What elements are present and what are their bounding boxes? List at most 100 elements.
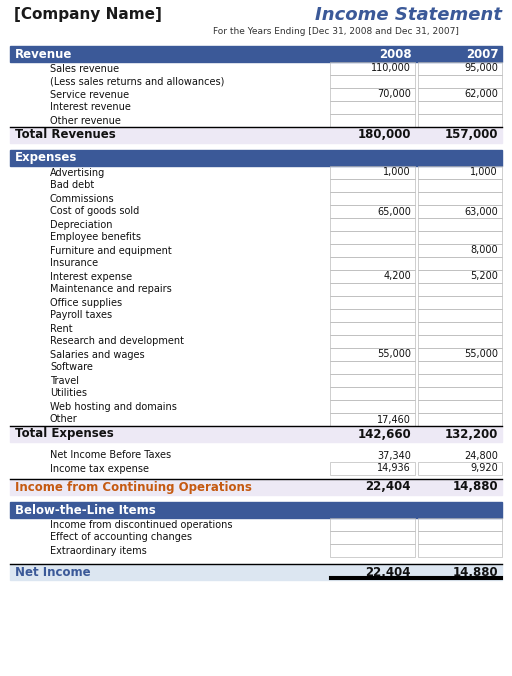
- Text: 14,880: 14,880: [453, 566, 498, 579]
- Bar: [418, 179, 502, 192]
- Text: Travel: Travel: [50, 375, 79, 385]
- Bar: [330, 348, 415, 361]
- Bar: [418, 335, 502, 348]
- Bar: [10, 544, 502, 557]
- Bar: [418, 322, 502, 335]
- Bar: [10, 127, 502, 143]
- Bar: [330, 179, 415, 192]
- Bar: [10, 322, 502, 335]
- Text: Income tax expense: Income tax expense: [50, 464, 149, 473]
- Text: Revenue: Revenue: [15, 47, 72, 60]
- Bar: [10, 335, 502, 348]
- Bar: [418, 192, 502, 205]
- Bar: [10, 166, 502, 179]
- Bar: [418, 88, 502, 101]
- Bar: [330, 231, 415, 244]
- Bar: [10, 62, 502, 75]
- Bar: [330, 518, 415, 531]
- Bar: [330, 270, 415, 283]
- Text: Furniture and equipment: Furniture and equipment: [50, 245, 172, 256]
- Text: Utilities: Utilities: [50, 389, 87, 398]
- Text: Total Revenues: Total Revenues: [15, 128, 116, 141]
- Bar: [418, 62, 502, 75]
- Text: Interest revenue: Interest revenue: [50, 103, 131, 112]
- Bar: [10, 192, 502, 205]
- Text: Effect of accounting changes: Effect of accounting changes: [50, 533, 192, 543]
- Text: 1,000: 1,000: [471, 168, 498, 178]
- Bar: [418, 205, 502, 218]
- Bar: [418, 531, 502, 544]
- Text: Extraordinary items: Extraordinary items: [50, 546, 147, 556]
- Bar: [10, 88, 502, 101]
- Bar: [330, 387, 415, 400]
- Bar: [418, 101, 502, 114]
- Text: 55,000: 55,000: [377, 349, 411, 360]
- Bar: [10, 387, 502, 400]
- Text: 24,800: 24,800: [464, 450, 498, 460]
- Bar: [10, 361, 502, 374]
- Text: 180,000: 180,000: [357, 128, 411, 141]
- Text: Web hosting and domains: Web hosting and domains: [50, 402, 177, 412]
- Bar: [418, 309, 502, 322]
- Text: [Company Name]: [Company Name]: [14, 7, 162, 22]
- Bar: [330, 296, 415, 309]
- Text: Software: Software: [50, 362, 93, 372]
- Bar: [330, 166, 415, 179]
- Text: Other revenue: Other revenue: [50, 116, 121, 126]
- Text: 157,000: 157,000: [444, 128, 498, 141]
- Text: Cost of goods sold: Cost of goods sold: [50, 206, 139, 216]
- Bar: [418, 166, 502, 179]
- Bar: [418, 413, 502, 426]
- Bar: [330, 62, 415, 75]
- Bar: [10, 270, 502, 283]
- Bar: [330, 462, 415, 475]
- Text: 63,000: 63,000: [464, 206, 498, 216]
- Bar: [10, 244, 502, 257]
- Bar: [418, 400, 502, 413]
- Bar: [10, 374, 502, 387]
- Bar: [10, 150, 502, 166]
- Bar: [330, 322, 415, 335]
- Text: Salaries and wages: Salaries and wages: [50, 349, 144, 360]
- Bar: [330, 88, 415, 101]
- Bar: [10, 518, 502, 531]
- Bar: [10, 296, 502, 309]
- Text: Net Income Before Taxes: Net Income Before Taxes: [50, 450, 171, 460]
- Text: (Less sales returns and allowances): (Less sales returns and allowances): [50, 76, 224, 87]
- Text: Commissions: Commissions: [50, 193, 115, 203]
- Text: 110,000: 110,000: [371, 64, 411, 74]
- Bar: [10, 205, 502, 218]
- Text: 142,660: 142,660: [357, 427, 411, 441]
- Bar: [330, 192, 415, 205]
- Bar: [10, 179, 502, 192]
- Bar: [10, 348, 502, 361]
- Bar: [418, 114, 502, 127]
- Bar: [330, 205, 415, 218]
- Text: Rent: Rent: [50, 324, 73, 333]
- Bar: [418, 270, 502, 283]
- Text: 22,404: 22,404: [366, 481, 411, 493]
- Bar: [10, 449, 502, 462]
- Bar: [418, 244, 502, 257]
- Bar: [10, 101, 502, 114]
- Text: Income from discontinued operations: Income from discontinued operations: [50, 519, 232, 529]
- Bar: [330, 114, 415, 127]
- Bar: [418, 462, 502, 475]
- Bar: [418, 374, 502, 387]
- Bar: [10, 413, 502, 426]
- Text: 8,000: 8,000: [471, 245, 498, 256]
- Bar: [330, 218, 415, 231]
- Bar: [330, 283, 415, 296]
- Text: Advertising: Advertising: [50, 168, 105, 178]
- Bar: [418, 348, 502, 361]
- Bar: [418, 283, 502, 296]
- Bar: [330, 544, 415, 557]
- Text: Expenses: Expenses: [15, 151, 77, 164]
- Bar: [10, 114, 502, 127]
- Bar: [418, 75, 502, 88]
- Text: 37,340: 37,340: [377, 450, 411, 460]
- Bar: [10, 426, 502, 442]
- Bar: [418, 296, 502, 309]
- Bar: [330, 361, 415, 374]
- Text: 4,200: 4,200: [383, 272, 411, 281]
